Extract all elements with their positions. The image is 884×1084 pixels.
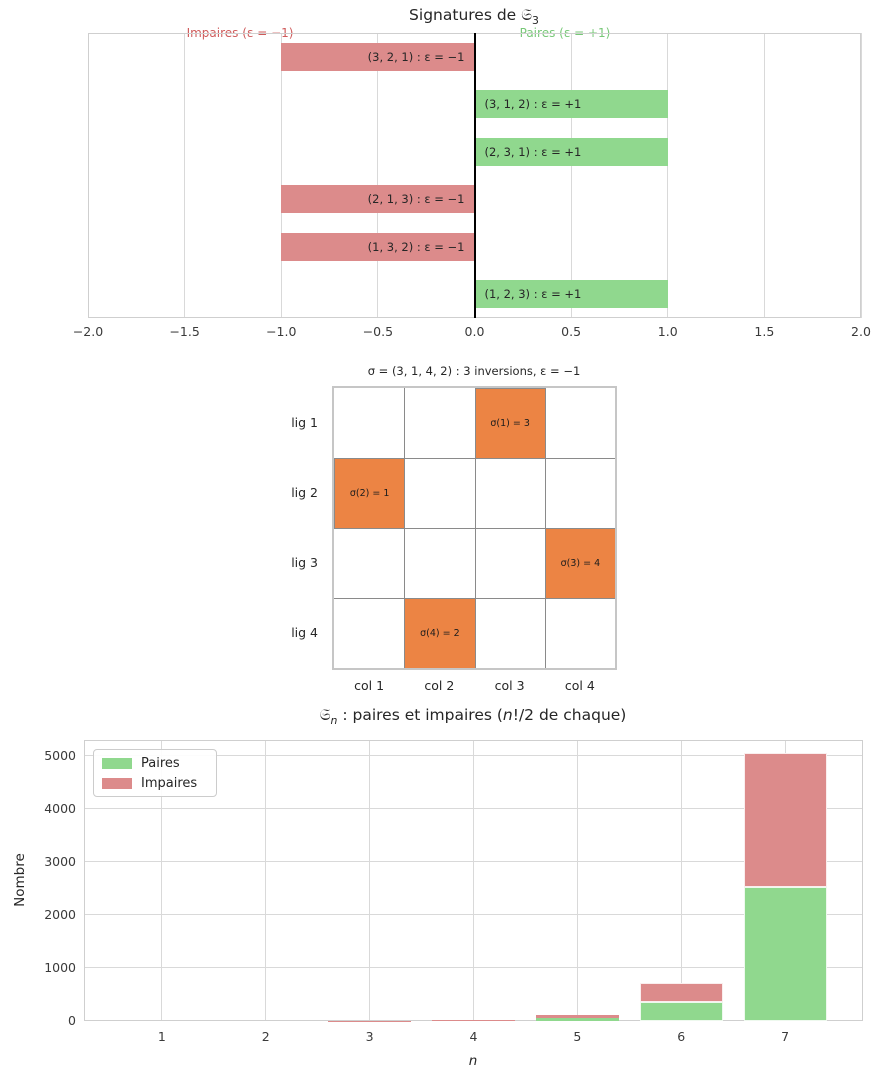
chart3-x-tick-label: 1 [157, 1029, 166, 1044]
chart1-x-tick-label: −0.5 [362, 324, 394, 339]
legend-swatch-paires [102, 757, 132, 769]
stacked-bar-segment-paires [432, 1020, 515, 1021]
gridline [763, 33, 765, 318]
gridline [377, 33, 379, 318]
chart3-y-tick-label: 5000 [44, 747, 76, 763]
chart3-y-tick-label: 4000 [44, 800, 76, 816]
gridline [570, 33, 572, 318]
matrix-col-label: col 1 [354, 678, 385, 693]
legend-label-impaires: Impaires [141, 775, 198, 791]
gridline [161, 740, 163, 1021]
gridline [280, 33, 282, 318]
gridline [680, 740, 682, 1021]
chart1-bar-impaire: (3, 2, 1) : ε = −1 [281, 42, 475, 71]
matrix-cell-filled: σ(2) = 1 [334, 458, 406, 529]
stacked-bar-segment-paires [743, 887, 827, 1021]
legend-item-paires: Paires [102, 756, 208, 771]
chart1-x-tick-label: 1.5 [754, 324, 775, 339]
gridline [667, 33, 669, 318]
chart3-x-tick-label: 4 [469, 1029, 478, 1044]
matrix-row-label: lig 3 [291, 555, 318, 570]
matrix-outer-border [332, 386, 617, 670]
chart3-y-tick-label: 2000 [44, 906, 76, 922]
chart1-x-tick-label: −1.0 [266, 324, 297, 339]
chart3-x-tick-label: 5 [573, 1029, 582, 1044]
chart3-x-tick-label: 3 [365, 1029, 374, 1044]
chart3-title-text: : paires et impaires ( [337, 706, 503, 724]
stacked-bar-segment-impaires [639, 982, 723, 1002]
chart1-bar-impaire: (2, 1, 3) : ε = −1 [281, 185, 475, 214]
chart3-x-tick-label: 7 [781, 1029, 790, 1044]
matrix-cell-label: σ(2) = 1 [349, 488, 390, 499]
chart3-x-tick-label: 6 [677, 1029, 686, 1044]
chart1-bar-paire: (3, 1, 2) : ε = +1 [474, 90, 668, 119]
stacked-bar-segment-paires [639, 1001, 723, 1021]
legend-swatch-impaires [102, 777, 132, 789]
chart3-title-subscript: n [330, 714, 338, 728]
stacked-bar-segment-impaires [535, 1014, 619, 1018]
chart1-title: Signatures de 𝔖3 [409, 6, 539, 27]
chart1-x-tick-label: 0.0 [464, 324, 485, 339]
matrix-cell-label: σ(4) = 2 [420, 628, 460, 639]
chart1-x-tick-label: 1.0 [657, 324, 678, 339]
chart3-y-tick-label: 1000 [44, 959, 76, 975]
chart3-y-tick-label: 0 [68, 1013, 76, 1028]
matrix-row-label: lig 2 [291, 485, 318, 500]
legend-label-paires: Paires [141, 755, 180, 771]
chart3-y-tick-label: 3000 [44, 853, 76, 869]
fraktur-s-symbol: 𝔖 [319, 706, 331, 724]
gridline [265, 740, 267, 1021]
chart1-bar-paire: (1, 2, 3) : ε = +1 [474, 280, 668, 309]
chart3-title: 𝔖n : paires et impaires (n!/2 de chaque) [320, 706, 627, 727]
chart1-x-tick-label: 0.5 [561, 324, 582, 339]
chart1-title-prefix: Signatures de [409, 6, 522, 24]
matrix-cell-label: σ(1) = 3 [490, 418, 530, 429]
matrix-row-label: lig 1 [291, 415, 318, 430]
stacked-bar-segment-impaires [432, 1019, 515, 1021]
fraktur-s-symbol: 𝔖 [521, 6, 533, 24]
matrix-col-label: col 3 [494, 678, 525, 693]
chart1-x-tick-label: −1.5 [169, 324, 200, 339]
gridline [860, 33, 862, 318]
chart2-title: σ = (3, 1, 4, 2) : 3 inversions, ε = −1 [367, 364, 581, 378]
matrix-col-label: col 2 [424, 678, 455, 693]
matrix-cell-filled: σ(1) = 3 [474, 388, 546, 459]
zero-axis-line [473, 33, 476, 318]
chart3-title-text2: !/2 de chaque) [512, 706, 627, 724]
legend: Paires Impaires [93, 749, 217, 797]
stacked-bar-segment-impaires [743, 753, 827, 888]
chart3-x-tick-label: 2 [261, 1029, 270, 1044]
matrix-cell-label: σ(3) = 4 [560, 558, 601, 569]
matrix-col-label: col 4 [564, 678, 595, 693]
matrix-row-label: lig 4 [291, 625, 318, 640]
chart1-x-tick-label: −2.0 [72, 324, 104, 339]
gridline [576, 740, 578, 1021]
legend-item-impaires: Impaires [102, 776, 208, 791]
gridline [473, 740, 474, 1021]
chart1-x-tick-label: 2.0 [851, 324, 871, 339]
matrix-gridline [334, 528, 615, 529]
chart1-title-subscript: 3 [532, 14, 539, 28]
chart3-title-var: n [502, 706, 513, 724]
chart1-bar-impaire: (1, 3, 2) : ε = −1 [281, 232, 475, 261]
stacked-bar-segment-paires [535, 1017, 619, 1021]
gridline [184, 33, 186, 318]
x-axis-label: n [468, 1053, 478, 1069]
matrix-cell-filled: σ(4) = 2 [404, 598, 476, 669]
gridline [369, 740, 371, 1021]
chart1-bar-paire: (2, 3, 1) : ε = +1 [474, 137, 668, 166]
